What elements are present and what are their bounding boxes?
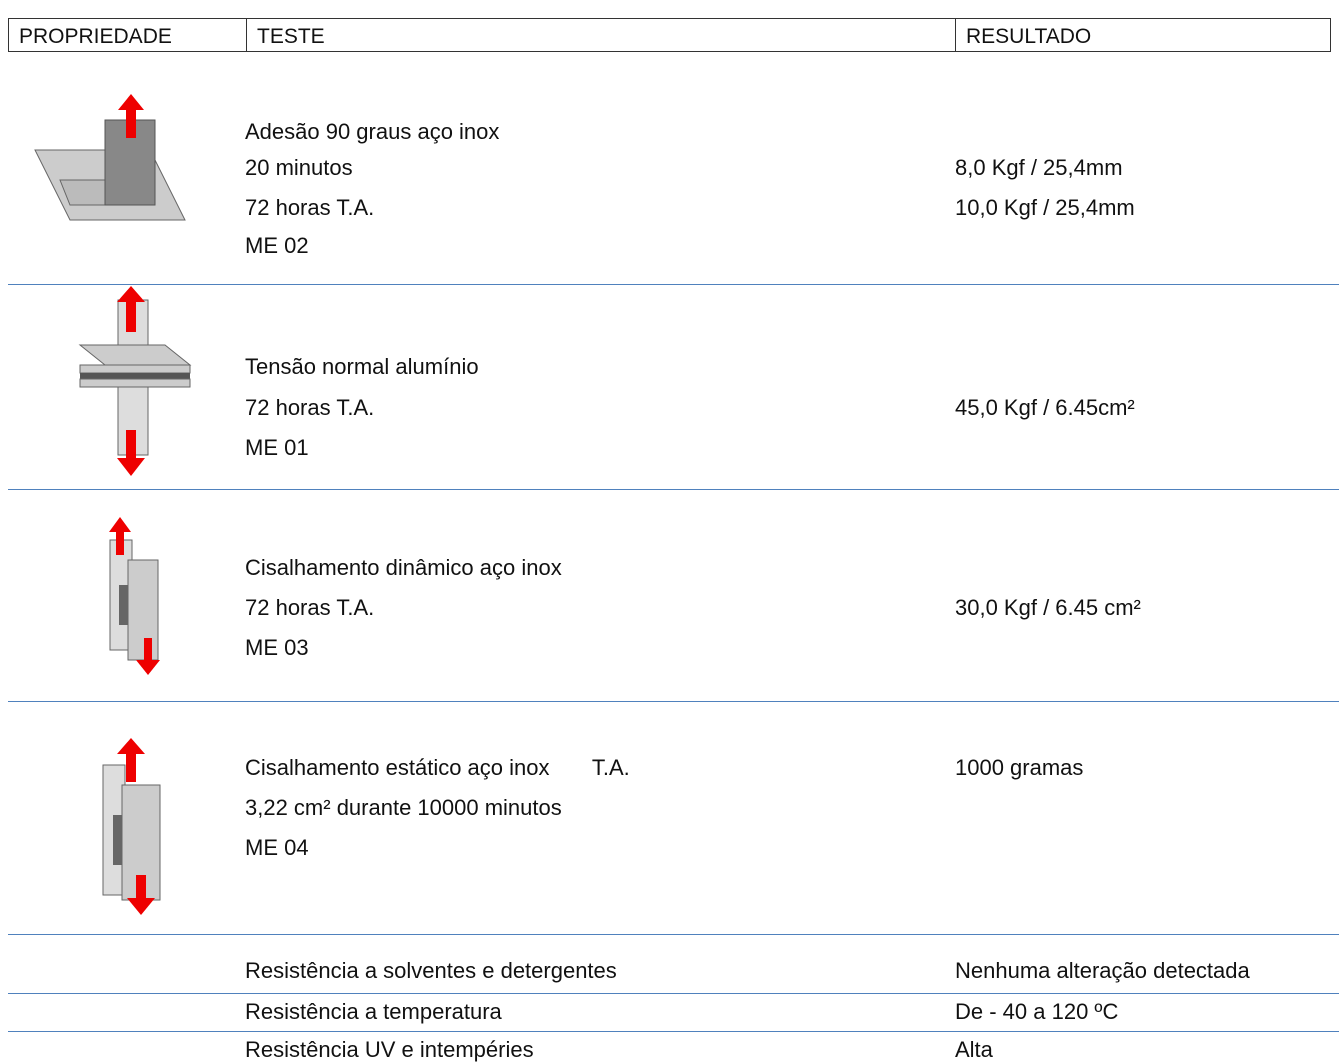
test-text: 72 horas T.A. [245,195,375,220]
test-text: 20 minutos [245,155,353,180]
test-text: ME 01 [245,435,309,460]
result-text: 1000 gramas [955,755,1084,780]
row-separator [8,993,1339,994]
row-separator [8,1031,1339,1032]
header-cell: RESULTADO [955,18,1331,52]
result-text: 45,0 Kgf / 6.45cm² [955,395,1135,420]
test-text: Resistência a solventes e detergentes [245,958,617,983]
test-text: ME 02 [245,233,309,258]
result-text: 30,0 Kgf / 6.45 cm² [955,595,1141,620]
icon-shear-dynamic [109,517,160,675]
test-text: 3,22 cm² durante 10000 minutos [245,795,562,820]
test-text: Resistência a temperatura [245,999,502,1024]
row-separator [8,701,1339,702]
row-separator [8,489,1339,490]
icon-peel [34,94,186,221]
test-text: ME 04 [245,835,309,860]
result-text: De - 40 a 120 ºC [955,999,1119,1024]
test-text: Cisalhamento estático aço inox T.A. [245,755,630,780]
row-separator [8,284,1339,285]
result-text: Nenhuma alteração detectada [955,958,1250,983]
result-text: Alta [955,1037,993,1062]
result-text: 8,0 Kgf / 25,4mm [955,155,1123,180]
icon-shear-static [102,738,161,915]
test-text: Adesão 90 graus aço inox [245,119,500,144]
test-text: 72 horas T.A. [245,395,375,420]
row-separator [8,934,1339,935]
test-text: ME 03 [245,635,309,660]
test-text: Cisalhamento dinâmico aço inox [245,555,562,580]
icon-tension [78,286,192,476]
result-text: 10,0 Kgf / 25,4mm [955,195,1135,220]
test-text: 72 horas T.A. [245,595,375,620]
test-text: Resistência UV e intempéries [245,1037,534,1062]
test-text: Tensão normal alumínio [245,354,479,379]
